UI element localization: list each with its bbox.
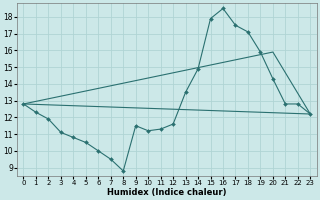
X-axis label: Humidex (Indice chaleur): Humidex (Indice chaleur): [107, 188, 227, 197]
